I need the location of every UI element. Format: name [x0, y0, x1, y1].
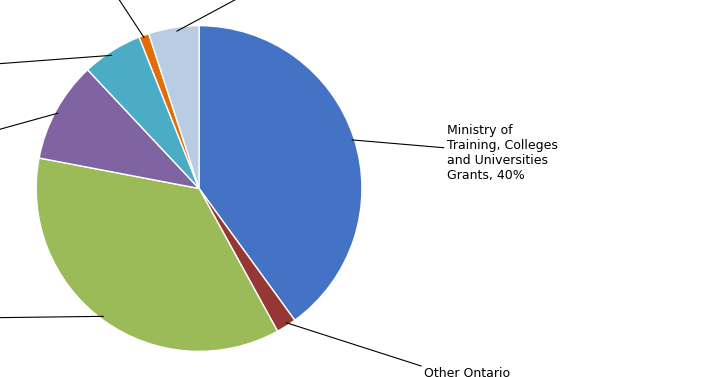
Text: Ministry of
Training, Colleges
and Universities
Grants, 40%: Ministry of Training, Colleges and Unive…: [352, 124, 557, 182]
Wedge shape: [36, 158, 277, 351]
Wedge shape: [149, 26, 199, 188]
Wedge shape: [87, 37, 199, 188]
Text: International
Tuition Fees, 10%: International Tuition Fees, 10%: [0, 113, 58, 176]
Text: Other Ontario
Grants, 2%: Other Ontario Grants, 2%: [287, 323, 510, 377]
Wedge shape: [199, 26, 362, 320]
Wedge shape: [139, 34, 199, 188]
Wedge shape: [39, 70, 199, 188]
Wedge shape: [199, 188, 295, 331]
Text: Ancillary Fees, 6%: Ancillary Fees, 6%: [0, 55, 112, 78]
Text: Domestic Tuition
Fees, 36%: Domestic Tuition Fees, 36%: [0, 305, 103, 333]
Text: Donations &
Other, 1%: Donations & Other, 1%: [60, 0, 144, 38]
Text: Investment
Income, 5%: Investment Income, 5%: [177, 0, 330, 31]
